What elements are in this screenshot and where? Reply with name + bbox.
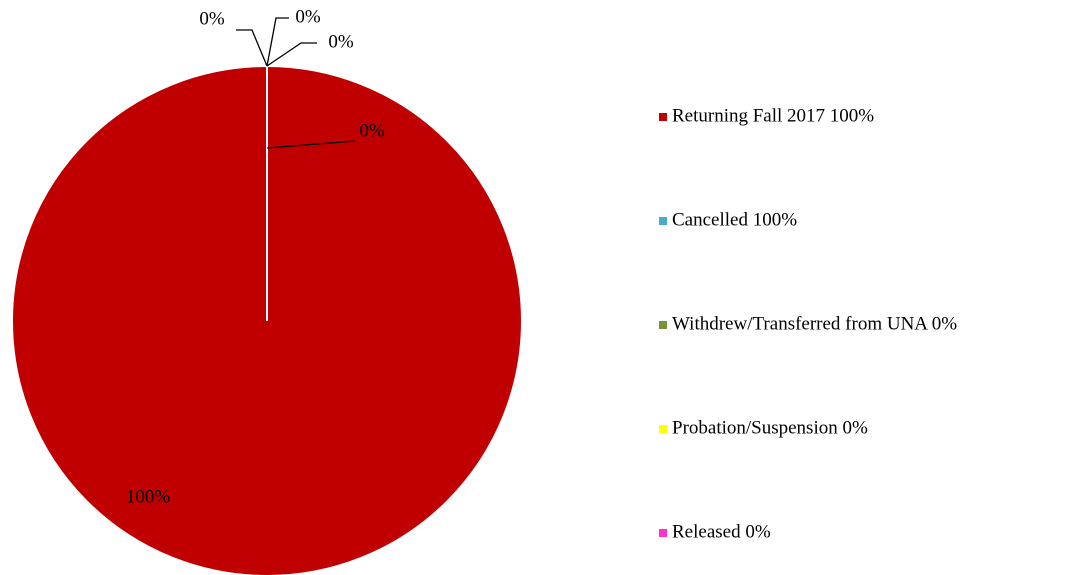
data-label: 0%: [359, 120, 385, 141]
legend-label: Released 0%: [672, 521, 771, 542]
legend-label: Withdrew/Transferred from UNA 0%: [672, 313, 957, 334]
leader-line: [236, 29, 268, 67]
legend-marker: [659, 217, 667, 225]
leader-line: [266, 42, 317, 67]
data-label: 0%: [199, 8, 225, 29]
legend-marker: [659, 113, 667, 121]
legend-marker: [659, 529, 667, 537]
legend-marker: [659, 425, 667, 433]
legend-marker: [659, 321, 667, 329]
data-label: 100%: [126, 486, 171, 507]
data-label: 0%: [328, 31, 354, 52]
legend-label: Returning Fall 2017 100%: [672, 105, 874, 126]
leader-line: [266, 17, 289, 67]
data-label: 0%: [295, 6, 321, 27]
legend-label: Probation/Suspension 0%: [672, 417, 868, 438]
legend-label: Cancelled 100%: [672, 209, 797, 230]
leader-line: [266, 140, 356, 149]
